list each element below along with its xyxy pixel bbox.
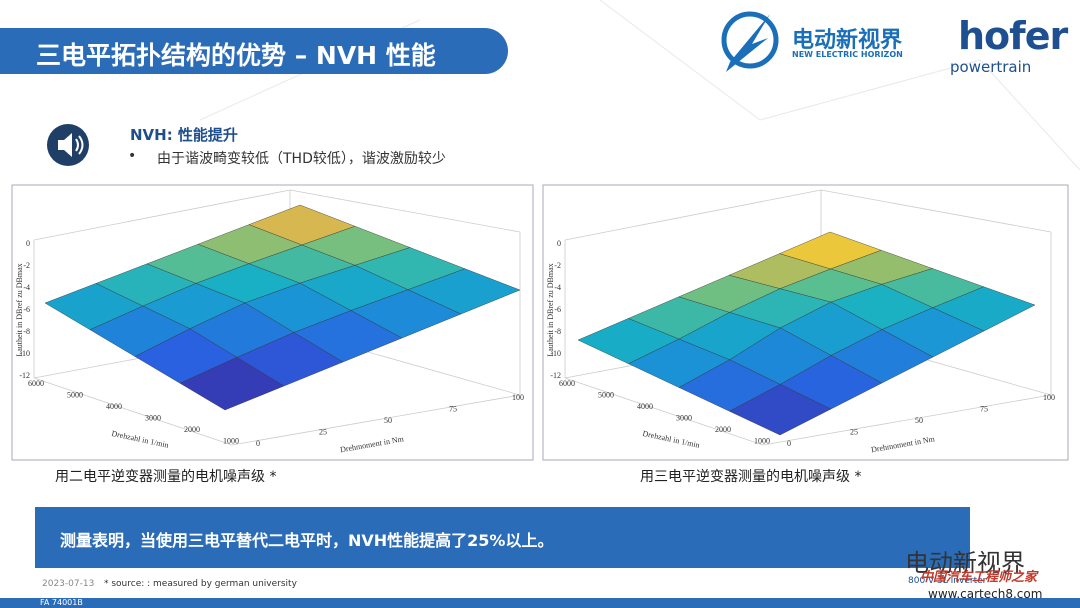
axis-line [33,377,233,446]
brand-bolt [726,14,770,72]
x-tick-label: 5000 [67,390,83,399]
x-tick-label: 2000 [184,425,200,434]
y-tick-label: 25 [850,427,858,436]
z-tick-label: -12 [19,371,30,380]
y-tick-label: 0 [256,439,260,448]
date: 2023-07-13 [42,579,95,589]
title: 三电平拓扑结构的优势 – NVH 性能 [36,41,436,70]
surface-patch [407,268,521,315]
logo-sub: powertrain [950,58,1032,76]
doc-code: FA 74001B [40,598,83,607]
z-tick-label: -8 [554,327,561,336]
logo-main: hofer [958,14,1068,58]
y-tick-label: 100 [512,393,524,402]
watermark: 电动新视界 [905,549,1025,577]
x-tick-label: 1000 [754,436,770,445]
x-tick-label: 2000 [715,425,731,434]
caption: 用二电平逆变器测量的电机噪声级 * [55,469,277,485]
x-tick-label: 5000 [598,390,614,399]
conclusion-box [35,507,970,568]
z-tick-label: -2 [554,261,561,270]
axis-line [33,189,291,241]
speaker-waves [75,135,84,155]
z-tick-label: -12 [550,371,561,380]
point-text: 由于谐波畸变较低（THD较低），谐波激励较少 [157,151,446,167]
y-tick-label: 50 [384,416,392,425]
bullet: • [128,148,137,164]
x-tick-label: 3000 [676,413,692,422]
x-tick-label: 6000 [28,379,44,388]
z-tick-label: 0 [557,239,561,248]
x-tick-label: 6000 [559,379,575,388]
conclusion: 测量表明，当使用三电平替代二电平时，NVH性能提高了25%以上。 [60,531,554,550]
speaker-shape [58,133,72,157]
caption: 用三电平逆变器测量的电机噪声级 * [640,469,862,485]
surface-patch [932,286,1036,332]
z-axis-label: Lautheit in DBref zu DBmax [546,263,555,356]
x-tick-label: 1000 [223,436,239,445]
axis-line [231,394,521,446]
axis-line [289,189,521,233]
axis-line [564,377,764,446]
y-tick-label: 75 [980,404,988,413]
z-tick-label: -10 [19,349,30,358]
z-tick-label: -6 [554,305,561,314]
z-tick-label: -2 [23,261,30,270]
network-pattern [199,0,1080,171]
x-tick-label: 4000 [637,402,653,411]
site-cn: 中国汽车工程师之家 [920,570,1038,585]
z-tick-label: -4 [23,283,30,292]
y-tick-label: 50 [915,416,923,425]
y-tick-label: 25 [319,427,327,436]
brand-cn: 电动新视界 [792,28,903,53]
source: * source: : measured by german universit… [104,579,297,589]
axis-line [820,189,1052,233]
axis-line [564,189,822,241]
product: 800 V 3L Inverter [908,576,987,586]
axis-line [762,394,1052,446]
point-heading: NVH: 性能提升 [130,126,238,144]
footer-bar [0,598,1080,608]
z-tick-label: -8 [23,327,30,336]
z-tick-label: -10 [550,349,561,358]
brand-en: NEW ELECTRIC HORIZON [792,50,903,59]
z-axis-label: Lautheit in DBref zu DBmax [15,263,24,356]
site: www.cartech8.com [928,587,1043,601]
z-tick-label: -4 [554,283,561,292]
x-tick-label: 4000 [106,402,122,411]
y-tick-label: 0 [787,439,791,448]
x-tick-label: 3000 [145,413,161,422]
z-tick-label: -6 [23,305,30,314]
y-tick-label: 75 [449,404,457,413]
title-bar [0,28,508,74]
y-tick-label: 100 [1043,393,1055,402]
brand-logo [721,11,779,69]
z-tick-label: 0 [26,239,30,248]
